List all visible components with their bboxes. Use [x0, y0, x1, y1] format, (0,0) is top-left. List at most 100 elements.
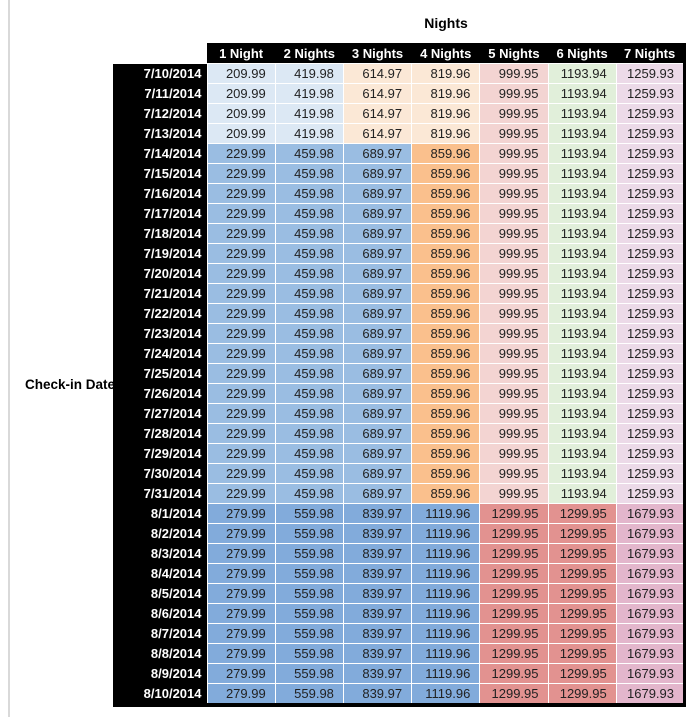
pricing-table-body: 7/10/2014 209.99 419.98 614.97 819.96 999.95 1…: [113, 63, 686, 706]
price-cell: 689.97: [342, 483, 413, 504]
price-cell: 1299.95: [547, 603, 617, 624]
price-cell: 839.97: [342, 523, 413, 544]
price-cell: 839.97: [342, 623, 413, 644]
price-cell: 859.96: [411, 443, 481, 464]
table-row: 7/29/2014 229.99 459.98 689.97 859.96 999.95 1…: [113, 443, 686, 464]
price-cell: 559.98: [274, 623, 344, 644]
price-cell: 859.96: [411, 283, 481, 304]
price-cell: 859.96: [411, 423, 481, 444]
price-cell: 459.98: [274, 303, 344, 324]
table-row: 7/28/2014 229.99 459.98 689.97 859.96 999.95 1…: [113, 423, 686, 444]
price-cell: 689.97: [342, 363, 413, 384]
price-cell: 999.95: [479, 63, 549, 84]
price-cell: 999.95: [479, 403, 549, 424]
price-cell: 1299.95: [479, 523, 549, 544]
price-cell: 1119.96: [411, 543, 481, 564]
price-cell: 229.99: [206, 143, 276, 164]
price-cell: 689.97: [342, 183, 413, 204]
price-cell: 1119.96: [411, 623, 481, 644]
price-cell: 839.97: [342, 603, 413, 624]
price-cell: 614.97: [342, 83, 413, 104]
price-cell: 459.98: [274, 463, 344, 484]
price-cell: 459.98: [274, 263, 344, 284]
price-cell: 229.99: [206, 483, 276, 504]
price-cell: 1119.96: [411, 583, 481, 604]
price-cell: 459.98: [274, 323, 344, 344]
price-cell: 819.96: [411, 63, 481, 84]
price-cell: 1193.94: [547, 163, 617, 184]
table-row: 7/23/2014 229.99 459.98 689.97 859.96 999.95 1…: [113, 323, 686, 344]
row-header-date: 7/27/2014: [113, 403, 207, 424]
price-cell: 1193.94: [547, 123, 617, 144]
price-cell: 1299.95: [479, 503, 549, 524]
column-header: 7 Nights: [616, 43, 685, 64]
price-cell: 559.98: [274, 583, 344, 604]
price-cell: 689.97: [342, 263, 413, 284]
price-cell: 689.97: [342, 243, 413, 264]
price-cell: 229.99: [206, 243, 276, 264]
price-cell: 1259.93: [615, 263, 686, 284]
price-cell: 1299.95: [479, 663, 549, 684]
row-header-date: 8/10/2014: [113, 683, 207, 705]
table-row: 7/14/2014 229.99 459.98 689.97 859.96 999.95 1…: [113, 143, 686, 164]
price-cell: 1119.96: [411, 683, 481, 706]
row-header-date: 7/28/2014: [113, 423, 207, 444]
price-cell: 819.96: [411, 83, 481, 104]
row-header-date: 7/13/2014: [113, 123, 207, 144]
table-row: 7/10/2014 209.99 419.98 614.97 819.96 999.95 1…: [113, 63, 686, 84]
price-cell: 689.97: [342, 303, 413, 324]
price-cell: 229.99: [206, 363, 276, 384]
price-cell: 279.99: [206, 583, 276, 604]
price-cell: 859.96: [411, 403, 481, 424]
price-cell: 839.97: [342, 563, 413, 584]
table-row: 7/20/2014 229.99 459.98 689.97 859.96 999.95 1…: [113, 263, 686, 284]
table-row: 7/24/2014 229.99 459.98 689.97 859.96 999.95 1…: [113, 343, 686, 364]
price-cell: 999.95: [479, 483, 549, 504]
row-header-date: 7/19/2014: [113, 243, 207, 264]
price-cell: 1119.96: [411, 523, 481, 544]
price-cell: 1679.93: [615, 523, 686, 544]
price-cell: 279.99: [206, 643, 276, 664]
price-cell: 999.95: [479, 443, 549, 464]
row-header-date: 7/26/2014: [113, 383, 207, 404]
pricing-table-header: 1 Night 2 Nights 3 Nights 4 Nights 5 Nig…: [113, 43, 685, 64]
row-header-date: 7/21/2014: [113, 283, 207, 304]
row-axis-label: Check-in Date: [25, 377, 116, 392]
row-header-date: 7/24/2014: [113, 343, 207, 364]
row-header-date: 8/4/2014: [113, 563, 207, 584]
row-header-date: 8/6/2014: [113, 603, 207, 624]
price-cell: 1679.93: [615, 663, 686, 684]
price-cell: 614.97: [342, 123, 413, 144]
price-cell: 819.96: [411, 123, 481, 144]
price-cell: 689.97: [342, 443, 413, 464]
price-cell: 614.97: [342, 103, 413, 124]
price-cell: 1259.93: [615, 363, 686, 384]
price-cell: 999.95: [479, 363, 549, 384]
price-cell: 859.96: [411, 463, 481, 484]
price-cell: 1193.94: [547, 383, 617, 404]
row-header-date: 8/1/2014: [113, 503, 207, 524]
price-cell: 859.96: [411, 483, 481, 504]
price-cell: 1299.95: [547, 563, 617, 584]
price-cell: 1679.93: [615, 683, 686, 706]
price-cell: 999.95: [479, 123, 549, 144]
corner-cell: [113, 43, 207, 64]
row-header-date: 7/23/2014: [113, 323, 207, 344]
row-header-date: 7/10/2014: [113, 63, 207, 84]
price-cell: 689.97: [342, 423, 413, 444]
table-row: 8/10/2014 279.99 559.98 839.97 1119.96 1299.9…: [113, 683, 686, 706]
price-cell: 1299.95: [479, 563, 549, 584]
price-cell: 459.98: [274, 223, 344, 244]
price-cell: 209.99: [206, 103, 276, 124]
row-header-date: 8/8/2014: [113, 643, 207, 664]
price-cell: 1193.94: [547, 243, 617, 264]
price-cell: 1193.94: [547, 403, 617, 424]
price-cell: 1193.94: [547, 263, 617, 284]
price-cell: 999.95: [479, 203, 549, 224]
price-cell: 1299.95: [547, 583, 617, 604]
table-row: 7/13/2014 209.99 419.98 614.97 819.96 999.95 1…: [113, 123, 686, 144]
price-cell: 459.98: [274, 383, 344, 404]
price-cell: 229.99: [206, 163, 276, 184]
table-row: 7/30/2014 229.99 459.98 689.97 859.96 999.95 1…: [113, 463, 686, 484]
price-cell: 459.98: [274, 483, 344, 504]
